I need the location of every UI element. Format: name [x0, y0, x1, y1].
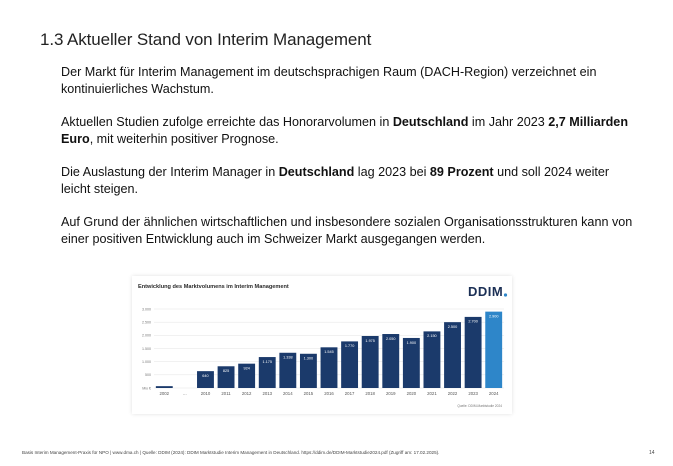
bar: [341, 341, 359, 388]
bold-text: 2,7 Milliarden Euro: [61, 115, 629, 146]
bar-value-label: 1.770: [345, 344, 355, 348]
text-run: Die Auslastung der Interim Manager in: [61, 165, 279, 179]
chart-title: Entwicklung des Marktvolumens im Interim…: [138, 284, 289, 290]
logo-text: DDIM: [468, 284, 503, 299]
text-run: und soll 2024 weiter leicht steigen.: [61, 165, 610, 196]
x-tick-label: 2014: [283, 391, 293, 396]
bar-value-label: 640: [202, 374, 208, 378]
bar: [320, 347, 338, 388]
y-tick-label: Mio €: [142, 386, 151, 390]
bar: [299, 353, 317, 388]
y-tick-label: 1.500: [142, 347, 151, 351]
bar-value-label: 1.545: [324, 350, 334, 354]
body-paragraph: Der Markt für Interim Management im deut…: [61, 64, 641, 98]
page-number: 14: [649, 450, 655, 456]
footer-source: Basis Interim Management-Praxis für NPO …: [22, 450, 440, 455]
x-tick-label: 2013: [262, 391, 272, 396]
bar-value-label: 924: [243, 366, 249, 370]
body-paragraph: Aktuellen Studien zufolge erreichte das …: [61, 114, 641, 148]
bar: [361, 335, 379, 388]
bar-value-label: 2.150: [427, 334, 437, 338]
body-text: Der Markt für Interim Management im deut…: [61, 64, 641, 264]
bar-value-label: 2.700: [468, 320, 478, 324]
y-tick-label: 500: [145, 373, 151, 377]
bar-value-label: 2.900: [489, 314, 499, 318]
x-tick-label: 2010: [201, 391, 211, 396]
text-run: Auf Grund der ähnlichen wirtschaftlichen…: [61, 215, 633, 246]
bar-value-label: 1.175: [262, 360, 272, 364]
bar: [423, 331, 441, 388]
bar: [197, 371, 214, 388]
y-tick-label: 2.500: [142, 320, 151, 324]
body-paragraph: Auf Grund der ähnlichen wirtschaftlichen…: [61, 214, 641, 248]
slide-title: 1.3 Aktueller Stand von Interim Manageme…: [40, 30, 372, 49]
x-tick-label: 2022: [448, 391, 458, 396]
bold-text: 89 Prozent: [429, 165, 494, 179]
x-tick-label: 2024: [489, 391, 499, 396]
y-tick-label: 1.000: [142, 360, 151, 364]
bar: [464, 316, 482, 388]
text-run: , mit weiterhin positiver Prognose.: [89, 132, 279, 146]
text-run: Der Markt für Interim Management im deut…: [61, 65, 597, 96]
y-tick-label: 2.000: [142, 334, 151, 338]
bar-value-label: 825: [223, 369, 229, 373]
x-tick-label: 2020: [407, 391, 417, 396]
x-tick-label: 2011: [221, 391, 231, 396]
bar: [444, 322, 461, 388]
bar: [485, 311, 503, 388]
bar-value-label: 1.900: [407, 341, 417, 345]
bar: [258, 357, 276, 388]
x-tick-label: ...: [183, 391, 187, 396]
body-paragraph: Die Auslastung der Interim Manager in De…: [61, 164, 641, 198]
bar-value-label: 1.338: [283, 356, 293, 360]
bar: [217, 366, 235, 388]
x-tick-label: 2002: [160, 391, 170, 396]
bar-value-label: 2.500: [448, 325, 458, 329]
y-tick-label: 3.000: [142, 307, 151, 311]
bold-text: Deutschland: [278, 165, 355, 179]
x-tick-label: 2017: [345, 391, 355, 396]
market-volume-chart: Entwicklung des Marktvolumens im Interim…: [132, 276, 512, 414]
chart-source: Quelle: DDIM-Marktstudie 2024: [457, 404, 502, 408]
text-run: lag 2023 bei: [354, 165, 430, 179]
text-run: Aktuellen Studien zufolge erreichte das …: [61, 115, 393, 129]
x-tick-label: 2021: [427, 391, 437, 396]
bar: [402, 337, 420, 388]
x-tick-label: 2015: [304, 391, 314, 396]
x-tick-label: 2023: [468, 391, 478, 396]
bar: [238, 363, 256, 388]
logo-dot: [503, 293, 508, 297]
bar: [279, 352, 297, 388]
bar-value-label: 1.300: [304, 357, 314, 361]
text-run: im Jahr 2023: [468, 115, 549, 129]
x-tick-label: 2019: [386, 391, 396, 396]
chart-canvas: Entwicklung des Marktvolumens im Interim…: [138, 284, 508, 408]
bar-value-label: 2.050: [386, 337, 396, 341]
bold-text: Deutschland: [392, 115, 469, 129]
bar-value-label: 1.975: [365, 339, 375, 343]
x-tick-label: 2016: [324, 391, 334, 396]
x-tick-label: 2018: [365, 391, 375, 396]
bar: [155, 386, 173, 388]
x-tick-label: 2012: [242, 391, 252, 396]
bar: [382, 334, 400, 388]
